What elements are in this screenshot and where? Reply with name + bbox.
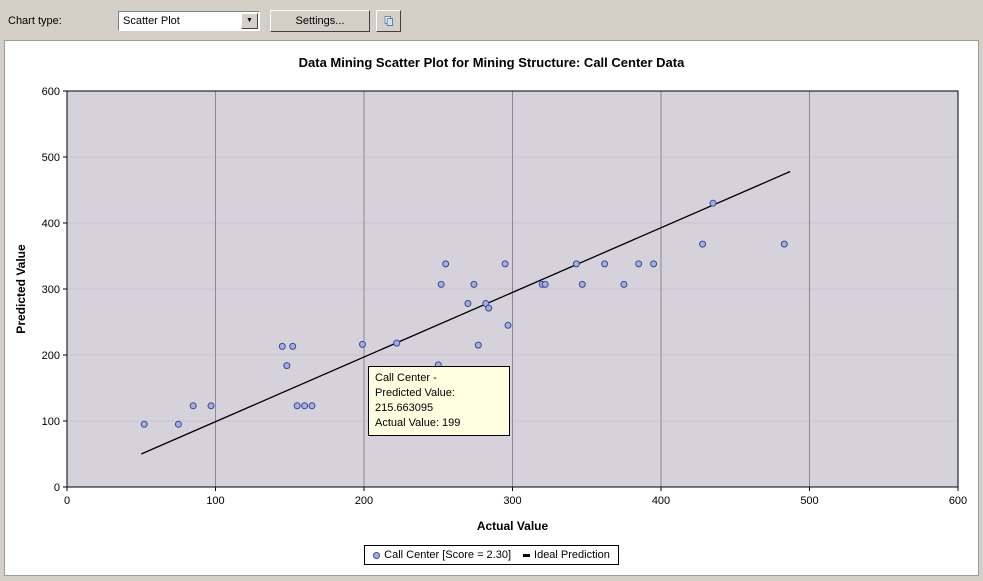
chevron-down-icon[interactable]: ▼	[241, 13, 258, 29]
data-point[interactable]	[293, 402, 301, 410]
scatter-chart: 0 100 200 300 400 500 600 0 100 200 300 400 500 600	[42, 86, 968, 507]
data-point[interactable]	[572, 260, 580, 268]
data-point[interactable]	[650, 260, 658, 268]
x-tick-label: 100	[206, 495, 224, 507]
data-point[interactable]	[207, 402, 215, 410]
legend-row: Call Center [Score = 2.30] Ideal Predict…	[5, 545, 978, 565]
data-point[interactable]	[578, 280, 586, 288]
data-point[interactable]	[464, 300, 472, 307]
data-point[interactable]	[437, 280, 445, 288]
tooltip-series: Call Center -	[375, 372, 437, 384]
data-point[interactable]	[393, 339, 401, 347]
legend-label-call-center: Call Center [Score = 2.30]	[384, 549, 512, 561]
data-point[interactable]	[541, 280, 549, 288]
chart-type-value: Scatter Plot	[123, 15, 180, 27]
data-point[interactable]	[780, 240, 788, 248]
line-marker-icon	[523, 553, 531, 557]
x-tick-label: 300	[503, 495, 521, 507]
data-point[interactable]	[620, 280, 628, 288]
data-point[interactable]	[301, 402, 309, 410]
data-point[interactable]	[504, 321, 512, 329]
x-axis-label: Actual Value	[476, 519, 549, 533]
chart-title: Data Mining Scatter Plot for Mining Stru…	[298, 55, 685, 70]
data-point[interactable]	[601, 260, 609, 268]
chart-type-dropdown[interactable]: Scatter Plot ▼	[118, 11, 260, 31]
tooltip-actual: Actual Value: 199	[375, 417, 461, 429]
data-point[interactable]	[189, 402, 197, 410]
copy-button[interactable]	[376, 10, 401, 32]
data-point[interactable]	[140, 420, 148, 428]
y-tick-label: 500	[42, 152, 60, 164]
data-point[interactable]	[359, 340, 366, 348]
settings-button[interactable]: Settings...	[270, 10, 370, 32]
data-point[interactable]	[635, 260, 643, 268]
data-point[interactable]	[485, 304, 493, 312]
tooltip-predicted: Predicted Value: 215.663095	[375, 387, 455, 414]
chart-panel: Data Mining Scatter Plot for Mining Stru…	[4, 40, 979, 576]
x-tick-label: 600	[949, 495, 967, 507]
data-point[interactable]	[474, 341, 482, 349]
x-tick-label: 400	[652, 495, 670, 507]
data-point[interactable]	[699, 240, 707, 248]
data-point[interactable]	[308, 402, 316, 410]
legend-item-call-center: Call Center [Score = 2.30]	[373, 549, 511, 561]
ideal-prediction-line	[140, 170, 791, 455]
legend-label-ideal-prediction: Ideal Prediction	[534, 549, 610, 561]
y-tick-label: 400	[42, 218, 60, 230]
y-tick-label: 0	[54, 482, 60, 494]
x-tick-label: 500	[800, 495, 818, 507]
tooltip: Call Center - Predicted Value: 215.66309…	[368, 366, 510, 436]
scatter-marker-icon	[373, 551, 381, 559]
data-point[interactable]	[470, 280, 478, 288]
legend-item-ideal-prediction: Ideal Prediction	[523, 549, 610, 561]
data-point[interactable]	[289, 342, 297, 350]
data-point[interactable]	[709, 199, 717, 207]
y-tick-label: 300	[42, 284, 60, 296]
legend: Call Center [Score = 2.30] Ideal Predict…	[364, 545, 619, 565]
x-tick-label: 0	[64, 495, 70, 507]
data-point[interactable]	[501, 260, 509, 268]
data-point[interactable]	[278, 342, 286, 350]
data-point[interactable]	[442, 260, 450, 268]
y-tick-label: 100	[42, 416, 60, 428]
chart-type-label: Chart type:	[8, 15, 62, 27]
copy-icon	[384, 16, 393, 26]
y-tick-label: 200	[42, 350, 60, 362]
data-point[interactable]	[283, 362, 291, 370]
toolbar: Chart type: Scatter Plot ▼ Settings...	[0, 0, 983, 40]
x-tick-label: 200	[355, 495, 373, 507]
data-point[interactable]	[174, 420, 182, 428]
y-tick-label: 600	[42, 86, 60, 98]
